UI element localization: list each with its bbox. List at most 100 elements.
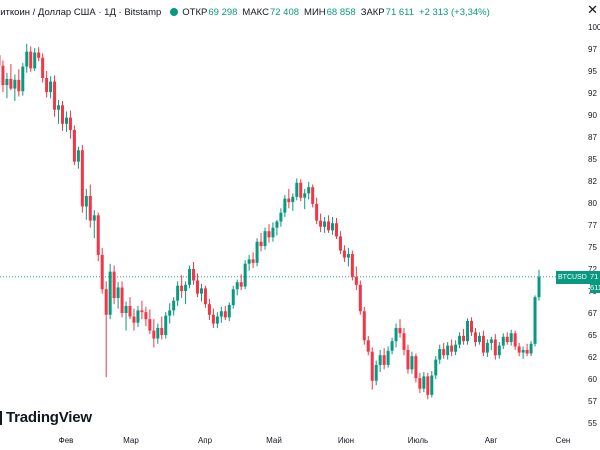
candle-body bbox=[53, 81, 57, 110]
candle-body bbox=[303, 193, 307, 198]
candle-body bbox=[331, 223, 335, 231]
candle-body bbox=[382, 355, 386, 365]
candle-body bbox=[176, 285, 180, 301]
candle-body bbox=[172, 300, 176, 311]
symbol-title: Биткоин / Доллар США · 1Д · Bitstamp bbox=[0, 6, 162, 18]
candle-body bbox=[378, 355, 382, 365]
candle-body bbox=[438, 349, 442, 360]
candle-body bbox=[68, 117, 72, 130]
candle-body bbox=[307, 187, 311, 194]
candle-body bbox=[481, 335, 485, 353]
candle-body bbox=[207, 304, 211, 315]
candle-body bbox=[1, 65, 5, 86]
candle-body bbox=[521, 349, 525, 353]
candle-body bbox=[156, 327, 160, 339]
candle-body bbox=[203, 288, 207, 305]
candle-body bbox=[100, 254, 104, 290]
y-tick-label: 75 bbox=[588, 243, 597, 252]
candle-body bbox=[354, 276, 358, 285]
candle-body bbox=[338, 236, 342, 251]
candle-body bbox=[92, 215, 96, 221]
candle-body bbox=[517, 346, 521, 353]
y-tick-label: 87 bbox=[588, 133, 597, 142]
candle-body bbox=[84, 195, 88, 207]
candle-body bbox=[17, 79, 21, 92]
y-tick-label: 97 bbox=[588, 45, 597, 54]
change-value: +2 313 (+3,34%) bbox=[419, 6, 490, 18]
candle-body bbox=[525, 349, 529, 354]
candle-body bbox=[430, 375, 434, 395]
candle-body bbox=[108, 271, 112, 315]
candle-body bbox=[386, 350, 390, 365]
candle-body bbox=[323, 221, 327, 227]
candle-body bbox=[188, 269, 192, 285]
candle-body bbox=[319, 220, 323, 227]
low-value: 68 858 bbox=[326, 6, 356, 18]
y-tick-label: 55 bbox=[588, 419, 597, 428]
open-label: ОТКР bbox=[182, 6, 208, 18]
candle-body bbox=[196, 280, 200, 294]
candle-body bbox=[235, 282, 239, 290]
candle-body bbox=[239, 282, 243, 287]
candle-body bbox=[251, 259, 255, 263]
price-tag-price: 71 611 bbox=[590, 272, 600, 292]
candle-body bbox=[271, 227, 275, 238]
candle-body bbox=[124, 305, 128, 313]
candle-body bbox=[473, 332, 477, 343]
candle-body bbox=[402, 333, 406, 350]
tradingview-logo[interactable]: TradingView bbox=[0, 409, 92, 426]
candle-body bbox=[426, 376, 430, 395]
candle-body bbox=[140, 310, 144, 313]
y-tick-label: 57 bbox=[588, 397, 597, 406]
y-tick-label: 100 bbox=[588, 23, 600, 32]
close-label: ЗАКР bbox=[360, 6, 385, 18]
x-tick-label: Фев bbox=[59, 436, 74, 445]
candle-body bbox=[454, 344, 458, 352]
candle-body bbox=[76, 150, 80, 162]
x-tick-label: Авг bbox=[485, 436, 498, 445]
candle-body bbox=[291, 196, 295, 203]
low-label: МИН bbox=[304, 6, 326, 18]
close-icon[interactable]: ✕ bbox=[587, 2, 598, 17]
x-tick-label: Сен bbox=[556, 436, 571, 445]
candle-body bbox=[180, 285, 184, 291]
y-tick-label: 67 bbox=[588, 309, 597, 318]
y-tick-label: 95 bbox=[588, 67, 597, 76]
candle-body bbox=[334, 223, 338, 237]
candle-body bbox=[80, 150, 84, 207]
candle-body bbox=[104, 289, 108, 315]
x-tick-label: Мар bbox=[123, 436, 139, 445]
y-tick-label: 92 bbox=[588, 89, 597, 98]
candle-body bbox=[346, 254, 350, 258]
y-tick-label: 85 bbox=[588, 155, 597, 164]
candle-body bbox=[414, 356, 418, 379]
x-tick-label: Май bbox=[266, 436, 282, 445]
y-tick-label: 80 bbox=[588, 199, 597, 208]
open-value: 69 298 bbox=[208, 6, 238, 18]
candle-body bbox=[259, 241, 263, 247]
candle-body bbox=[342, 250, 346, 258]
candle-body bbox=[219, 311, 223, 317]
candle-body bbox=[489, 339, 493, 343]
candle-body bbox=[45, 78, 49, 93]
candle-body bbox=[152, 330, 156, 339]
candle-body bbox=[533, 297, 537, 344]
x-tick-label: Апр bbox=[198, 436, 213, 445]
candle-body bbox=[370, 351, 374, 381]
candle-body bbox=[501, 336, 505, 346]
candle-body bbox=[215, 316, 219, 324]
price-tag-value: 71 61110 bbox=[590, 271, 600, 293]
y-tick-label: 77 bbox=[588, 221, 597, 230]
candle-body bbox=[394, 327, 398, 342]
candle-body bbox=[493, 339, 497, 356]
y-tick-label: 82 bbox=[588, 177, 597, 186]
candle-body bbox=[144, 312, 148, 320]
candle-body bbox=[255, 241, 259, 263]
candle-body bbox=[362, 311, 366, 341]
price-tag-symbol: BTCUSD bbox=[556, 271, 590, 284]
candle-body bbox=[132, 316, 136, 323]
brand-name: TradingView bbox=[6, 409, 92, 426]
candle-body bbox=[311, 187, 315, 204]
candle-body bbox=[390, 341, 394, 351]
